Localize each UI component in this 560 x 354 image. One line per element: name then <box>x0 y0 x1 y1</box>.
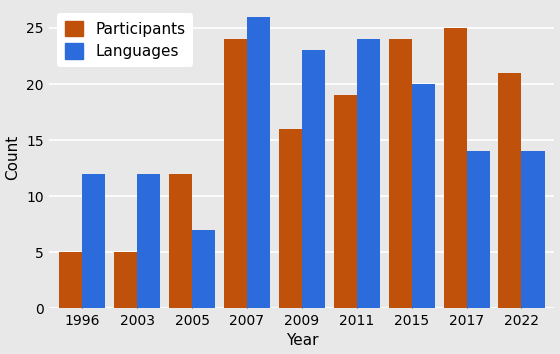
Bar <box>137 174 160 308</box>
Bar <box>192 230 215 308</box>
Bar <box>82 174 105 308</box>
Bar <box>466 152 489 308</box>
Legend: Participants, Languages: Participants, Languages <box>57 13 193 67</box>
Bar <box>521 152 544 308</box>
X-axis label: Year: Year <box>286 333 318 348</box>
Bar <box>114 252 137 308</box>
Bar <box>279 129 302 308</box>
Bar <box>224 39 247 308</box>
Bar <box>334 95 357 308</box>
Bar <box>444 28 466 308</box>
Bar <box>247 17 270 308</box>
Bar <box>412 84 435 308</box>
Bar <box>389 39 412 308</box>
Bar <box>302 50 325 308</box>
Bar <box>357 39 380 308</box>
Bar <box>498 73 521 308</box>
Bar <box>169 174 192 308</box>
Bar <box>59 252 82 308</box>
Y-axis label: Count: Count <box>6 134 21 179</box>
